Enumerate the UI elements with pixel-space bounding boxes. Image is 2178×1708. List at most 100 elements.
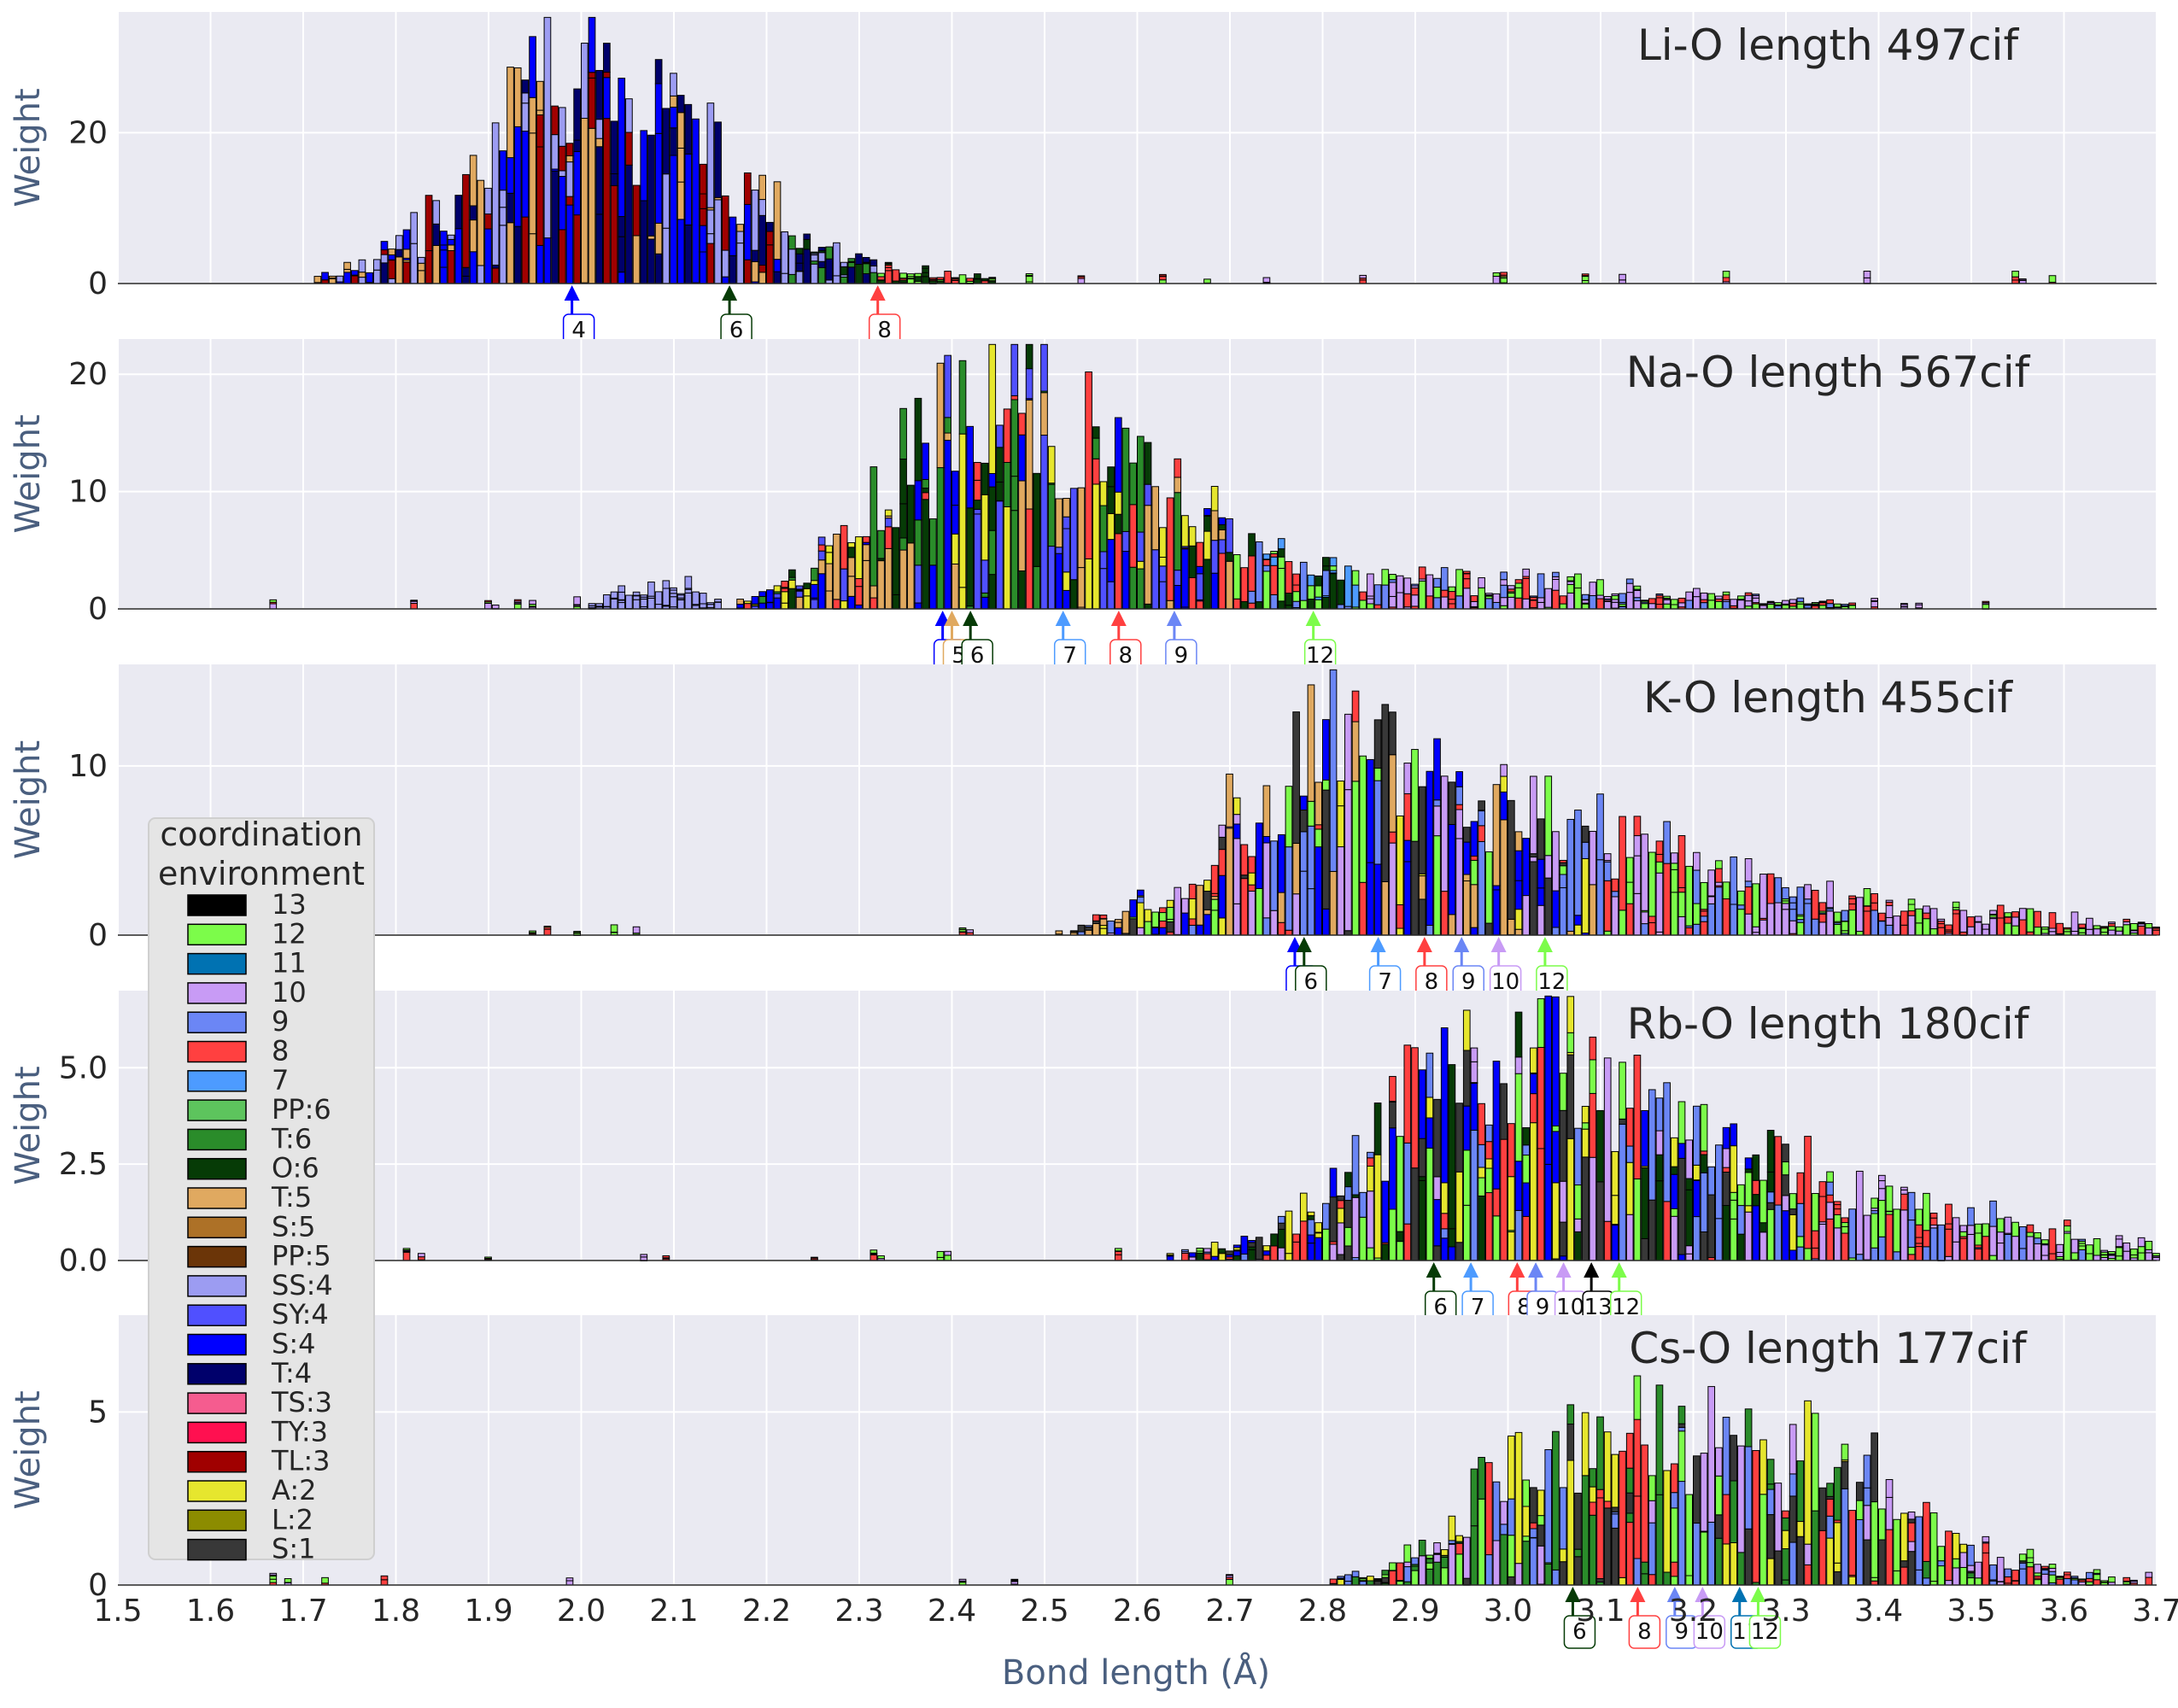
bar-segment bbox=[1700, 1154, 1708, 1173]
bar-segment bbox=[1522, 1182, 1531, 1217]
bar-segment bbox=[1603, 600, 1612, 610]
bar-segment bbox=[825, 563, 834, 592]
bar-segment bbox=[1359, 1216, 1367, 1261]
bar-segment bbox=[1633, 835, 1642, 857]
bar-segment bbox=[1700, 1150, 1708, 1155]
bar-segment bbox=[1426, 1052, 1434, 1098]
bar-segment bbox=[1611, 594, 1619, 600]
bar-segment bbox=[1796, 1535, 1805, 1586]
bar-segment bbox=[1885, 1496, 1894, 1530]
bar-segment bbox=[1174, 584, 1182, 610]
bar-segment bbox=[1203, 530, 1211, 560]
bar-segment bbox=[1455, 595, 1463, 610]
bar-segment bbox=[1210, 896, 1219, 900]
bar-segment bbox=[640, 130, 648, 202]
bar-segment bbox=[1262, 570, 1271, 610]
bar-segment bbox=[1307, 1214, 1315, 1220]
bar-segment bbox=[499, 225, 507, 284]
bar-segment bbox=[1566, 583, 1575, 594]
bar-segment bbox=[1574, 915, 1582, 926]
bar-segment bbox=[2040, 1244, 2049, 1256]
bar-segment bbox=[1411, 840, 1419, 936]
y-axis-label: Weight bbox=[9, 740, 48, 859]
bar-segment bbox=[781, 602, 789, 610]
bar-segment bbox=[1381, 880, 1390, 936]
bar-segment bbox=[773, 597, 782, 610]
bar-segment bbox=[1500, 1524, 1508, 1535]
bar-segment bbox=[974, 479, 981, 501]
bar-segment bbox=[536, 80, 544, 111]
bar-segment bbox=[1455, 1171, 1463, 1243]
bar-segment bbox=[714, 601, 722, 610]
bar-segment bbox=[1351, 570, 1360, 586]
bar-segment bbox=[1367, 1151, 1374, 1159]
bar-segment bbox=[1996, 1557, 2005, 1582]
bar-segment bbox=[1752, 597, 1760, 604]
bar-segment bbox=[1544, 995, 1553, 1165]
bar-segment bbox=[1715, 1218, 1723, 1261]
bar-segment bbox=[1625, 592, 1634, 610]
bar-segment bbox=[1314, 599, 1322, 610]
bar-segment bbox=[1085, 925, 1092, 927]
bar-segment bbox=[1596, 793, 1604, 861]
bar-segment bbox=[869, 265, 878, 273]
bar-segment bbox=[395, 235, 403, 250]
bar-segment bbox=[654, 222, 663, 254]
bar-segment bbox=[914, 602, 922, 610]
bar-segment bbox=[2070, 1238, 2079, 1254]
bar-segment bbox=[1796, 919, 1805, 923]
marker-label: 10 bbox=[1695, 1619, 1724, 1645]
bar-segment bbox=[1462, 573, 1471, 580]
bar-segment bbox=[2086, 928, 2093, 936]
bar-segment bbox=[1833, 1522, 1841, 1564]
marker-label: 8 bbox=[877, 318, 892, 343]
bar-segment bbox=[1574, 810, 1582, 916]
bar-segment bbox=[1248, 1242, 1256, 1248]
bar-segment bbox=[743, 600, 752, 605]
bar-segment bbox=[1462, 1149, 1471, 1206]
bar-segment bbox=[869, 466, 878, 587]
bar-segment bbox=[676, 181, 685, 220]
bar-segment bbox=[1396, 1241, 1404, 1261]
bar-segment bbox=[1500, 571, 1508, 581]
bar-segment bbox=[1544, 588, 1553, 608]
bar-segment bbox=[1218, 849, 1227, 876]
bar-segment bbox=[951, 563, 959, 610]
legend-title: environment bbox=[158, 855, 365, 892]
bar-segment bbox=[1848, 1576, 1856, 1586]
bar-segment bbox=[670, 155, 677, 284]
bar-segment bbox=[1277, 834, 1285, 893]
bar-segment bbox=[1522, 1479, 1531, 1507]
bar-segment bbox=[469, 205, 477, 221]
bar-segment bbox=[1270, 556, 1278, 566]
bar-segment bbox=[1625, 881, 1634, 904]
bar-segment bbox=[840, 276, 848, 284]
bar-segment bbox=[736, 243, 744, 284]
bar-segment bbox=[1085, 371, 1092, 559]
bar-segment bbox=[1478, 840, 1485, 936]
bar-segment bbox=[1737, 1233, 1745, 1261]
bar-segment bbox=[1589, 1468, 1597, 1488]
bar-segment bbox=[477, 179, 485, 266]
bar-segment bbox=[654, 59, 663, 85]
bar-segment bbox=[1826, 1194, 1834, 1203]
bar-segment bbox=[1099, 481, 1108, 506]
bar-segment bbox=[521, 131, 530, 218]
bar-segment bbox=[1462, 880, 1471, 936]
bar-segment bbox=[588, 603, 596, 606]
bar-segment bbox=[529, 36, 536, 98]
mean-marker: 8 bbox=[1109, 611, 1142, 673]
bar-segment bbox=[2064, 1574, 2071, 1580]
bar-segment bbox=[676, 112, 685, 149]
bar-segment bbox=[1218, 1248, 1227, 1255]
bar-segment bbox=[869, 597, 878, 610]
bar-segment bbox=[1559, 874, 1567, 889]
bar-segment bbox=[877, 529, 885, 559]
bar-segment bbox=[1559, 1561, 1567, 1586]
bar-segment bbox=[1337, 1254, 1345, 1261]
bar-segment bbox=[1789, 902, 1797, 910]
bar-segment bbox=[1655, 597, 1664, 605]
y-tick-label: 5.0 bbox=[59, 1050, 108, 1085]
bar-segment bbox=[350, 270, 359, 276]
